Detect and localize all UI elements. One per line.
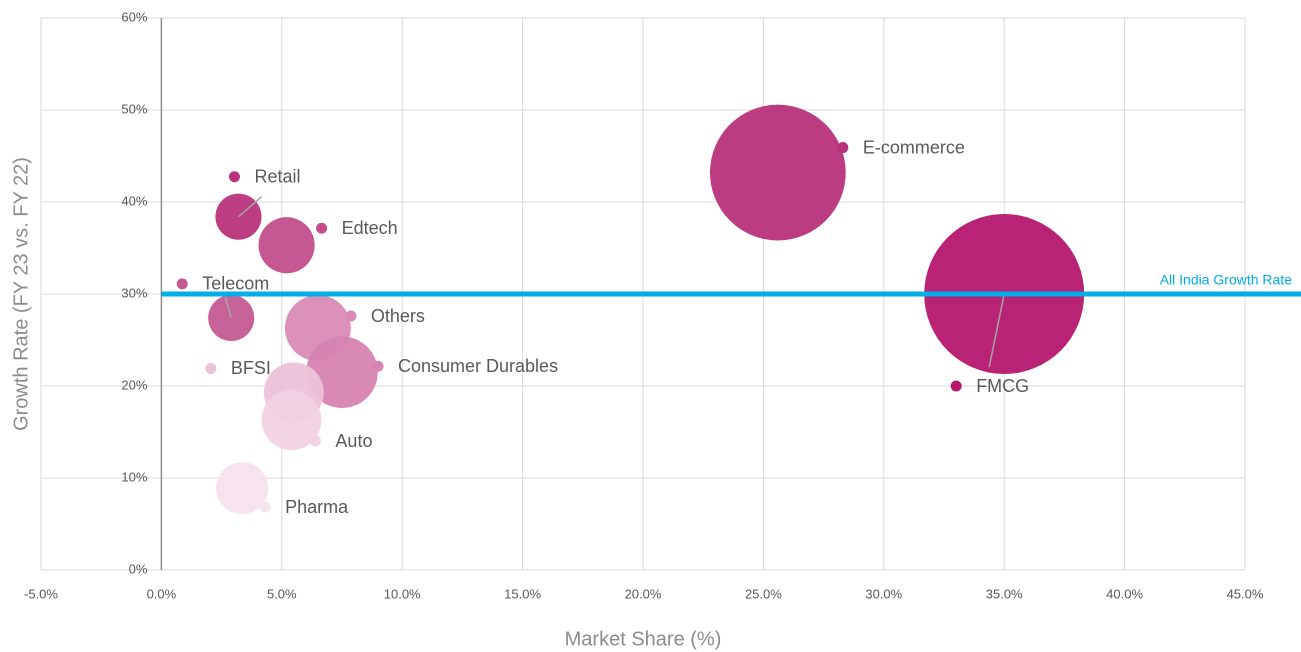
data-label: Auto bbox=[335, 431, 372, 451]
label-dot bbox=[345, 310, 357, 322]
label-dot bbox=[309, 435, 321, 447]
x-tick-label: 45.0% bbox=[1227, 586, 1264, 601]
y-tick-label: 40% bbox=[121, 193, 147, 208]
x-tick-label: 25.0% bbox=[745, 586, 782, 601]
data-label: FMCG bbox=[976, 376, 1029, 396]
data-label: E-commerce bbox=[863, 137, 965, 157]
x-axis-title: Market Share (%) bbox=[565, 628, 722, 650]
x-tick-label: 30.0% bbox=[865, 586, 902, 601]
data-label: Telecom bbox=[202, 274, 269, 294]
bubble bbox=[306, 336, 378, 408]
label-dot bbox=[950, 380, 962, 392]
y-tick-label: 50% bbox=[121, 101, 147, 116]
y-tick-label: 30% bbox=[121, 285, 147, 300]
data-label: BFSI bbox=[231, 358, 271, 378]
x-tick-label: 20.0% bbox=[625, 586, 662, 601]
leader-line bbox=[237, 196, 262, 218]
x-tick-label: 35.0% bbox=[986, 586, 1023, 601]
x-tick-label: 5.0% bbox=[267, 586, 297, 601]
data-label: Retail bbox=[254, 166, 300, 186]
leader-line bbox=[224, 296, 232, 319]
label-dot bbox=[205, 362, 217, 374]
x-tick-label: 15.0% bbox=[504, 586, 541, 601]
label-dot bbox=[228, 171, 240, 183]
data-label: Others bbox=[371, 306, 425, 326]
label-dot bbox=[372, 360, 384, 372]
y-tick-label: 0% bbox=[129, 561, 148, 576]
y-tick-label: 10% bbox=[121, 469, 147, 484]
label-dot bbox=[259, 501, 271, 513]
x-tick-label: -5.0% bbox=[24, 586, 58, 601]
data-label: Pharma bbox=[285, 497, 349, 517]
y-axis-title: Growth Rate (FY 23 vs. FY 22) bbox=[10, 157, 32, 431]
label-dot bbox=[837, 142, 849, 154]
data-label: Edtech bbox=[342, 218, 398, 238]
bubble bbox=[709, 104, 846, 241]
reference-label: All India Growth Rate bbox=[1160, 272, 1292, 288]
label-dot bbox=[176, 278, 188, 290]
y-tick-label: 20% bbox=[121, 377, 147, 392]
x-tick-label: 0.0% bbox=[147, 586, 177, 601]
label-dot bbox=[316, 222, 328, 234]
y-tick-label: 60% bbox=[121, 9, 147, 24]
leader-line bbox=[988, 293, 1005, 368]
bubble bbox=[258, 217, 315, 274]
bubble bbox=[216, 462, 269, 515]
data-label: Consumer Durables bbox=[398, 356, 558, 376]
bubble bbox=[261, 390, 322, 450]
x-tick-label: 40.0% bbox=[1106, 586, 1143, 601]
x-tick-label: 10.0% bbox=[384, 586, 421, 601]
